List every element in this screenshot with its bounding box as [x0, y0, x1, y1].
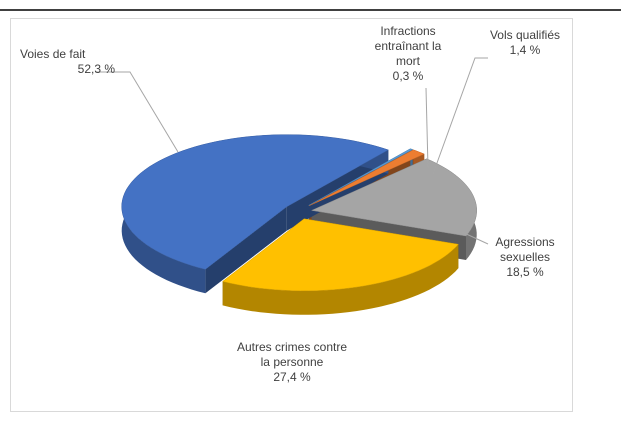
data-label: Infractions entraînant la mort 0,3 % — [368, 24, 448, 84]
value-label: 18,5 % — [506, 265, 544, 279]
leader-line — [432, 57, 488, 175]
slice — [121, 134, 389, 270]
category-label: Autres crimes contre la personne — [236, 340, 348, 369]
value-label: 27,4 % — [273, 370, 311, 384]
slice — [309, 149, 425, 206]
slice — [310, 158, 477, 237]
leader-line — [95, 71, 179, 153]
slice — [308, 148, 414, 206]
value-label: 1,4 % — [509, 43, 541, 57]
leader-line — [425, 87, 429, 169]
slice — [222, 218, 459, 292]
value-label: 0,3 % — [392, 69, 424, 83]
chart-border — [10, 18, 573, 412]
data-label: Agressions sexuelles 18,5 % — [470, 235, 580, 280]
slice-edge — [222, 244, 459, 315]
data-label: Autres crimes contre la personne 27,4 % — [232, 340, 352, 385]
data-label: Vols qualifiés 1,4 % — [480, 28, 570, 58]
category-label: Voies de fait — [20, 47, 86, 61]
category-label: Vols qualifiés — [489, 28, 561, 42]
data-label: Voies de fait 52,3 % — [20, 47, 115, 77]
value-label: 52,3 % — [77, 62, 115, 76]
category-label: Agressions sexuelles — [495, 235, 555, 264]
slice-side — [205, 206, 287, 294]
category-label: Infractions entraînant la mort — [374, 24, 442, 68]
leader-line — [461, 231, 489, 245]
